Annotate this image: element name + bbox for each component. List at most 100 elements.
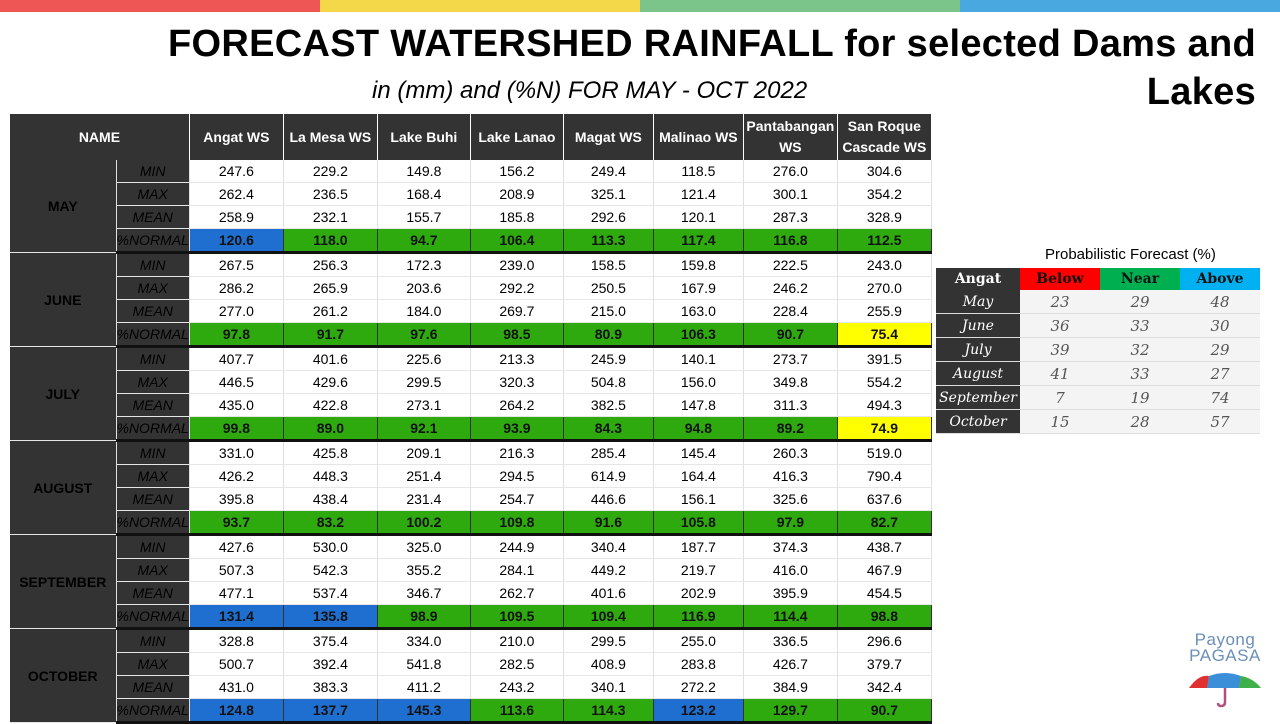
value-cell: 426.2 [189,464,284,488]
value-cell: 239.0 [470,252,564,277]
value-cell: 427.6 [189,534,284,559]
value-cell: 262.4 [189,182,284,206]
value-cell: 118.5 [653,160,744,183]
probabilistic-near-cell: 33 [1100,361,1180,386]
probabilistic-row: October 15 28 57 [936,409,1260,434]
value-cell: 477.1 [189,581,284,605]
value-cell: 541.8 [377,652,471,676]
page-subtitle: in (mm) and (%N) FOR MAY - OCT 2022 [372,77,808,104]
value-cell: 392.4 [283,652,378,676]
probabilistic-above-cell: 27 [1180,361,1260,386]
value-cell: 411.2 [377,675,471,699]
value-cell: 250.5 [563,276,654,300]
top-color-bar [0,0,1280,12]
value-cell: 382.5 [563,393,654,417]
table-row: MAX 426.2 448.3 251.4 294.5 614.9 164.4 416.3 79… [10,464,932,488]
month-label: JULY [10,346,117,441]
value-cell: 429.6 [283,370,378,394]
value-cell: 637.6 [837,487,932,511]
value-cell: 140.1 [653,346,744,371]
value-cell: 500.7 [189,652,284,676]
value-cell: 325.6 [743,487,838,511]
probabilistic-row: May 23 29 48 [936,290,1260,314]
table-row: MEAN 277.0 261.2 184.0 269.7 215.0 163.0 228.4 2… [10,299,932,323]
value-cell: 269.7 [470,299,564,323]
value-cell: 156.1 [653,487,744,511]
probabilistic-month-cell: September [936,385,1020,410]
percent-normal-cell: 91.7 [283,322,378,348]
value-cell: 320.3 [470,370,564,394]
percent-normal-cell: 116.8 [743,228,838,254]
percent-normal-cell: 90.7 [743,322,838,348]
value-cell: 149.8 [377,160,471,183]
value-cell: 249.4 [563,160,654,183]
value-cell: 251.4 [377,464,471,488]
value-cell: 431.0 [189,675,284,699]
stat-label: %NORMAL [116,416,190,442]
value-cell: 121.4 [653,182,744,206]
value-cell: 292.6 [563,205,654,229]
value-cell: 494.3 [837,393,932,417]
percent-normal-cell: 123.2 [653,698,744,724]
percent-normal-cell: 74.9 [837,416,932,442]
column-header: San Roque Cascade WS [837,114,932,160]
probabilistic-table: Angat Below Near Above May 23 29 48 June 36 33 30 J… [936,268,1260,434]
probabilistic-month-cell: May [936,290,1020,314]
value-cell: 426.7 [743,652,838,676]
month-label: MAY [10,160,117,253]
percent-normal-cell: 109.5 [470,604,564,630]
value-cell: 349.8 [743,370,838,394]
value-cell: 454.5 [837,581,932,605]
table-row: MEAN 431.0 383.3 411.2 243.2 340.1 272.2 384.9 3… [10,675,932,699]
probabilistic-below-cell: 39 [1020,337,1100,362]
month-label: AUGUST [10,440,117,535]
percent-normal-cell: 117.4 [653,228,744,254]
value-cell: 277.0 [189,299,284,323]
stat-label: MAX [116,276,190,300]
value-cell: 213.3 [470,346,564,371]
value-cell: 375.4 [283,628,378,653]
percent-normal-cell: 106.4 [470,228,564,254]
percent-normal-cell: 145.3 [377,698,471,724]
probabilistic-title: Probabilistic Forecast (%) [1045,246,1216,263]
percent-normal-cell: 89.2 [743,416,838,442]
table-row: JUNE MIN 267.5 256.3 172.3 239.0 158.5 159.8 222… [10,252,932,347]
probabilistic-header-row: Angat Below Near Above [936,268,1260,290]
value-cell: 448.3 [283,464,378,488]
table-row: SEPTEMBER MIN 427.6 530.0 325.0 244.9 340.4 187… [10,534,932,629]
value-cell: 284.1 [470,558,564,582]
percent-normal-cell: 89.0 [283,416,378,442]
probabilistic-near-cell: 28 [1100,409,1180,434]
percent-normal-cell: 97.8 [189,322,284,348]
stat-label: MIN [116,252,190,277]
value-cell: 229.2 [283,160,378,183]
stat-label: %NORMAL [116,604,190,630]
value-cell: 264.2 [470,393,564,417]
value-cell: 340.4 [563,534,654,559]
probabilistic-row: August 41 33 27 [936,361,1260,386]
value-cell: 294.5 [470,464,564,488]
percent-normal-cell: 124.8 [189,698,284,724]
percent-normal-cell: 129.7 [743,698,838,724]
probabilistic-row: June 36 33 30 [936,313,1260,338]
probabilistic-header: Below [1020,268,1100,290]
value-cell: 407.7 [189,346,284,371]
value-cell: 208.9 [470,182,564,206]
percent-normal-cell: 98.8 [837,604,932,630]
value-cell: 446.6 [563,487,654,511]
value-cell: 262.7 [470,581,564,605]
table-row: %NORMAL 124.8 137.7 145.3 113.6 114.3 123.2 129… [10,698,932,724]
value-cell: 283.8 [653,652,744,676]
column-header: Pantabangan WS [743,114,838,160]
month-label: OCTOBER [10,628,117,723]
value-cell: 156.2 [470,160,564,183]
value-cell: 401.6 [563,581,654,605]
stat-label: MAX [116,182,190,206]
value-cell: 614.9 [563,464,654,488]
stat-label: MAX [116,558,190,582]
value-cell: 507.3 [189,558,284,582]
value-cell: 225.6 [377,346,471,371]
stat-label: MEAN [116,581,190,605]
percent-normal-cell: 105.8 [653,510,744,536]
value-cell: 446.5 [189,370,284,394]
